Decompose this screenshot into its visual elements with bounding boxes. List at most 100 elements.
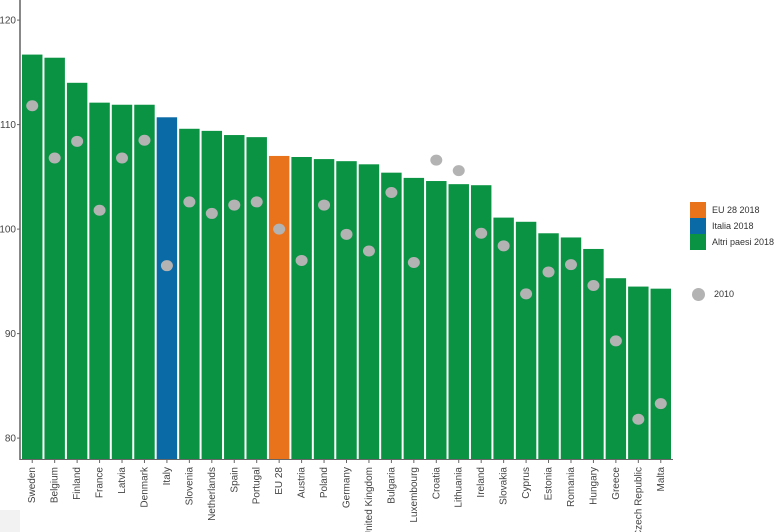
y-tick-label: 80 [5,434,17,445]
x-tick-label: Bulgaria [386,467,397,504]
legend-label: Altri paesi 2018 [712,237,775,247]
point-2010-slovenia [183,196,196,208]
bar-slovenia [179,128,200,459]
legend-label: 2010 [714,289,735,299]
bar-austria [291,156,312,459]
point-2010-austria [295,254,308,266]
x-tick-label: Luxembourg [409,467,420,523]
point-2010-united-kingdom [362,245,375,257]
point-2010-czech-republic [632,413,645,425]
legend-item-eu: EU 28 2018 [690,202,774,218]
legend-swatch [690,234,706,250]
point-2010-cyprus [520,288,533,300]
point-2010-italy [160,260,173,272]
x-tick-label: Netherlands [207,467,218,521]
bar-italy [156,117,178,459]
x-tick-label: Ireland [476,467,487,498]
point-2010-greece [609,335,622,347]
x-tick-label: Slovakia [499,467,510,505]
bar-netherlands [201,130,223,459]
bar-bulgaria [381,172,402,460]
bar-romania [560,237,582,459]
point-2010-france [93,204,106,216]
bar-cyprus [515,221,537,459]
bar-sweden [22,54,43,460]
point-2010-denmark [138,134,151,146]
x-tick-label: Estonia [544,467,555,501]
point-2010-slovakia [497,240,510,252]
x-tick-label: EU 28 [274,467,285,495]
bar-portugal [246,137,267,459]
bar-malta [650,288,671,459]
bar-chart: Sweden Belgium Finland France Latvia Denmark I… [0,0,673,532]
legend-swatch [690,202,706,218]
x-tick-label: Poland [319,467,330,498]
y-tick-label: 120 [0,16,16,27]
point-2010-hungary [587,280,600,292]
bar-estonia [538,233,559,459]
x-tick-label: Belgium [50,467,61,503]
legend-item-italy: Italia 2018 [690,218,774,234]
point-2010-germany [340,228,353,240]
legend-dot [692,287,705,301]
legend-label: EU 28 2018 [712,205,760,215]
x-tick-label: Portugal [252,467,263,504]
bar-belgium [44,57,65,459]
point-2010-portugal [250,196,263,208]
point-2010-sweden [26,100,39,112]
bar-denmark [134,104,155,460]
legend: EU 28 2018 Italia 2018 Altri paesi 2018 … [690,202,774,302]
legend-label: Italia 2018 [712,221,754,231]
point-2010-netherlands [205,207,218,219]
x-tick-label: Romania [566,467,577,507]
y-tick-label: 90 [5,329,17,340]
x-tick-label: Finland [72,467,83,500]
x-tick-label: Croatia [431,467,442,500]
bar-slovakia [493,217,514,459]
bar-greece [605,278,627,459]
y-tick-label: 110 [0,120,16,131]
x-tick-label: Slovenia [184,467,195,506]
watermark-box [0,510,20,532]
point-2010-poland [318,199,331,211]
bar-latvia [111,104,133,460]
x-tick-label: France [95,467,106,499]
x-tick-label: Spain [229,467,240,493]
x-tick-label: Hungary [588,467,599,505]
x-tick-label: Latvia [117,467,128,494]
bar-finland [66,82,88,460]
x-tick-label: Germany [342,467,353,508]
point-2010-latvia [116,152,129,164]
point-2010-bulgaria [385,187,398,199]
x-tick-label: Cyprus [521,467,532,499]
point-2010-malta [654,398,667,410]
bar-ireland [470,185,492,459]
x-tick-label: Sweden [27,467,38,503]
point-2010-lithuania [452,165,465,177]
bar-germany [336,161,357,460]
x-tick-label: Malta [656,467,667,492]
point-2010-romania [564,259,577,271]
bar-poland [313,159,335,459]
point-2010-belgium [48,152,61,164]
point-2010-estonia [542,266,555,278]
point-2010-ireland [475,227,488,239]
y-tick-label: 100 [0,225,16,236]
legend-item-other: Altri paesi 2018 [690,234,774,250]
bar-eu-28 [268,155,290,459]
legend-item-2010: 2010 [690,286,774,302]
x-tick-label: Lithuania [454,467,465,508]
point-2010-croatia [430,154,443,166]
bar-france [89,102,110,459]
bar-lithuania [448,184,469,460]
point-2010-luxembourg [407,257,420,269]
legend-swatch [690,218,706,234]
bar-czech-republic [628,286,649,459]
point-2010-finland [71,135,84,147]
x-tick-label: United Kingdom [364,467,375,532]
point-2010-eu-28 [273,223,286,235]
bar-luxembourg [403,177,425,459]
x-tick-label: Italy [162,467,173,485]
x-tick-label: Denmark [139,466,150,508]
